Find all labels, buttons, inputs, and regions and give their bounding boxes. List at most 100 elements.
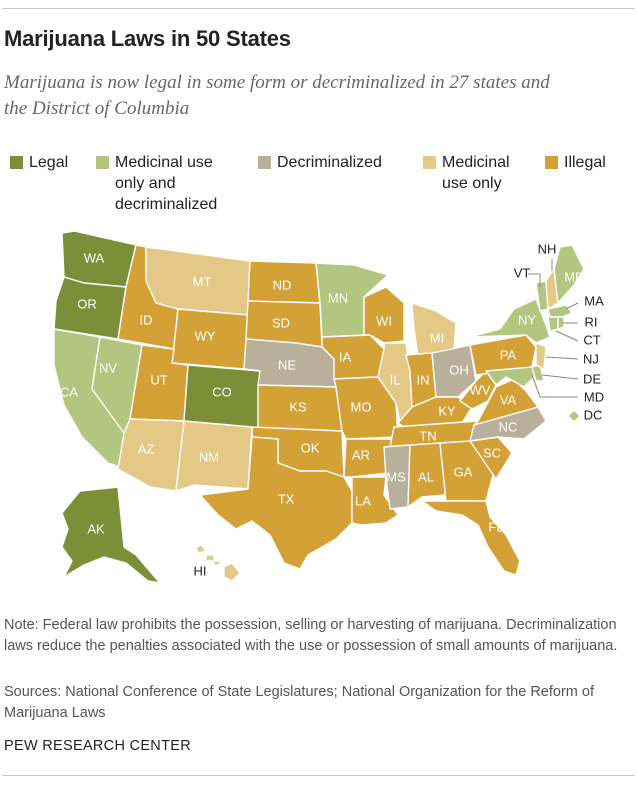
state-label-ne: NE (278, 357, 296, 372)
state-label-hi: HI (194, 563, 207, 578)
state-label-nj: NJ (583, 351, 599, 366)
state-TX[interactable] (199, 436, 353, 570)
state-label-vt: VT (514, 265, 531, 280)
state-WI[interactable] (363, 286, 405, 344)
state-label-nh: NH (538, 241, 557, 256)
footer-credit: PEW RESEARCH CENTER (4, 738, 191, 754)
leader-line-de (541, 374, 579, 380)
state-label-wa: WA (84, 250, 105, 265)
legend-item-medicinal-decriminalized: Medicinal use only and decriminalized (96, 152, 217, 215)
state-DC[interactable] (567, 409, 581, 423)
legend-item-legal: Legal (10, 152, 68, 173)
state-label-az: AZ (138, 441, 155, 456)
state-NJ[interactable] (535, 342, 547, 370)
state-NY[interactable] (469, 298, 551, 344)
state-VA[interactable] (473, 378, 539, 426)
state-MS[interactable] (383, 444, 411, 510)
state-label-nm: NM (199, 449, 219, 464)
state-PA[interactable] (469, 334, 537, 376)
leader-line-md (531, 374, 578, 398)
state-label-mi: MI (430, 330, 444, 345)
chart-subtitle: Marijuana is now legal in some form or d… (4, 72, 550, 119)
legend-swatch (96, 156, 109, 169)
legend-label: Medicinal use only (442, 154, 510, 192)
state-AL[interactable] (407, 442, 447, 508)
top-rule (2, 8, 635, 9)
leader-line-ma (565, 302, 579, 310)
state-label-co: CO (212, 384, 232, 399)
state-label-mo: MO (351, 399, 372, 414)
legend-label: Illegal (564, 154, 606, 171)
state-label-pa: PA (500, 347, 517, 362)
state-label-il: IL (390, 372, 401, 387)
state-label-ga: GA (454, 464, 473, 479)
legend-swatch (258, 156, 271, 169)
state-FL[interactable] (421, 500, 521, 576)
state-label-ct: CT (583, 332, 600, 347)
chart-title: Marijuana Laws in 50 States (4, 26, 291, 51)
state-label-ri: RI (585, 314, 598, 329)
state-label-mn: MN (328, 290, 348, 305)
state-label-mt: MT (193, 274, 212, 289)
state-CT[interactable] (547, 316, 559, 332)
state-label-wy: WY (195, 328, 216, 343)
state-label-la: LA (355, 493, 371, 508)
leader-line-ct (555, 330, 579, 342)
state-label-ky: KY (438, 403, 456, 418)
state-label-id: ID (140, 312, 153, 327)
leader-line-vt (528, 273, 541, 287)
state-HI[interactable] (223, 562, 241, 582)
state-label-md: MD (584, 389, 604, 404)
state-LA[interactable] (351, 476, 399, 526)
state-MA[interactable] (547, 304, 573, 318)
state-label-ca: CA (60, 384, 78, 399)
state-label-wi: WI (376, 313, 392, 328)
footnote: Note: Federal law prohibits the possessi… (4, 617, 618, 654)
state-label-sd: SD (272, 315, 290, 330)
state-label-nd: ND (273, 277, 292, 292)
state-label-nc: NC (499, 419, 518, 434)
state-label-nv: NV (99, 360, 117, 375)
legend-label: Medicinal use only and decriminalized (115, 154, 218, 213)
legend-label: Legal (29, 154, 69, 171)
state-HI-islands (195, 544, 221, 566)
legend-swatch (10, 156, 23, 169)
state-label-oh: OH (449, 362, 469, 377)
legend-item-illegal: Illegal (545, 152, 606, 173)
state-NM[interactable] (175, 420, 253, 492)
state-label-tn: TN (419, 428, 436, 443)
state-label-in: IN (417, 372, 430, 387)
state-label-or: OR (77, 296, 97, 311)
state-ME[interactable] (553, 244, 585, 304)
state-label-ma: MA (584, 293, 604, 308)
state-label-ks: KS (289, 399, 307, 414)
legend-swatch (545, 156, 558, 169)
state-label-dc: DC (584, 407, 603, 422)
state-label-ms: MS (386, 469, 406, 484)
state-label-wv: WV (470, 382, 491, 397)
state-label-ok: OK (301, 440, 320, 455)
us-map: WA OR CA NV ID MT WY UT CO AZ NM ND SD N… (53, 230, 604, 584)
state-label-ar: AR (352, 447, 370, 462)
leader-line-nj (545, 356, 579, 360)
bottom-rule (2, 775, 635, 776)
legend-label: Decriminalized (277, 154, 382, 171)
legend-item-decriminalized: Decriminalized (258, 152, 382, 173)
legend-item-medicinal: Medicinal use only (423, 152, 510, 194)
state-RI[interactable] (557, 316, 565, 330)
state-label-va: VA (500, 392, 517, 407)
state-label-me: ME (564, 269, 584, 284)
state-label-ny: NY (518, 312, 536, 327)
state-label-ut: UT (150, 372, 167, 387)
state-label-ia: IA (339, 349, 352, 364)
sources: Sources: National Conference of State Le… (4, 684, 594, 721)
state-label-al: AL (418, 469, 434, 484)
legend-swatch (423, 156, 436, 169)
state-label-de: DE (583, 371, 601, 386)
state-AR[interactable] (343, 438, 395, 478)
state-label-sc: SC (483, 445, 501, 460)
state-label-fl: FL (488, 519, 503, 534)
state-label-ak: AK (87, 521, 105, 536)
state-AK[interactable] (61, 486, 161, 584)
state-label-tx: TX (278, 491, 295, 506)
